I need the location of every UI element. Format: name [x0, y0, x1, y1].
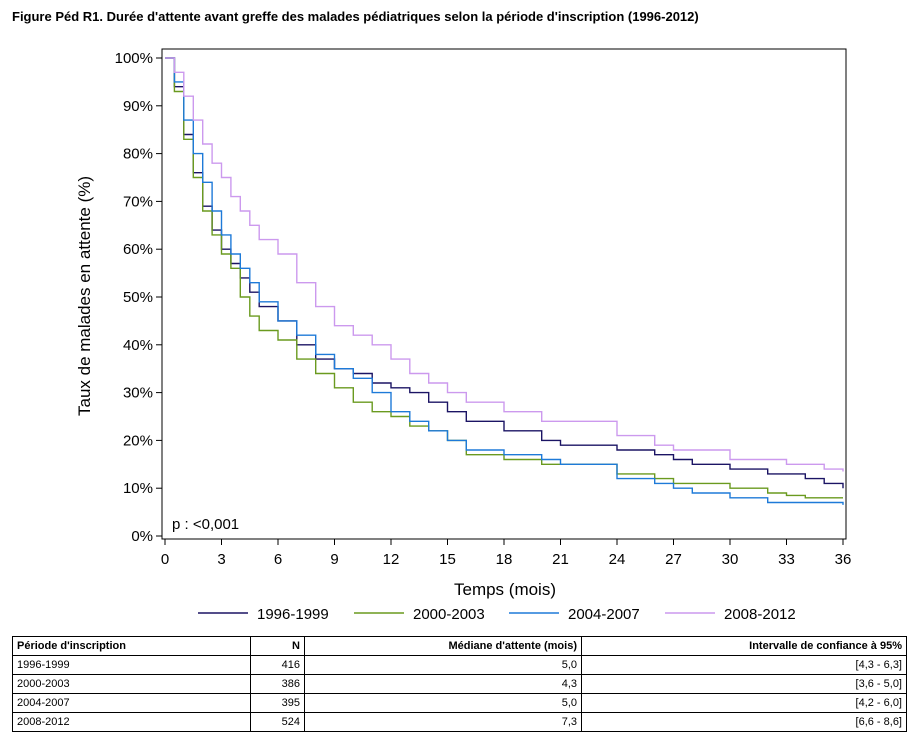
- cell-n: 524: [250, 712, 305, 732]
- x-tick-label: 27: [665, 551, 682, 568]
- header-median: Médiane d'attente (mois): [304, 636, 582, 656]
- y-tick-label: 80%: [123, 146, 153, 163]
- curves: [165, 57, 844, 505]
- cell-median: 7,3: [304, 712, 582, 732]
- y-tick-label: 50%: [123, 289, 153, 306]
- p-value-annotation: p : <0,001: [172, 516, 239, 533]
- series-line-2000-2003: [165, 57, 843, 499]
- x-tick-label: 9: [330, 551, 338, 568]
- table-row: 1996-1999 416 5,0 [4,3 - 6,3]: [12, 655, 907, 675]
- cell-ci: [4,2 - 6,0]: [581, 693, 907, 713]
- cell-n: 416: [250, 655, 305, 675]
- header-period: Période d'inscription: [12, 636, 251, 656]
- cell-ci: [6,6 - 8,6]: [581, 712, 907, 732]
- cell-n: 386: [250, 674, 305, 694]
- y-tick-label: 90%: [123, 98, 153, 115]
- median-wait-table: Période d'inscription N Médiane d'attent…: [12, 636, 907, 732]
- header-ci: Intervalle de confiance à 95%: [581, 636, 907, 656]
- plot-frame: [161, 48, 847, 540]
- x-tick-label: 21: [552, 551, 569, 568]
- cell-median: 5,0: [304, 693, 582, 713]
- legend-label: 2000-2003: [413, 606, 485, 623]
- table-row: 2004-2007 395 5,0 [4,2 - 6,0]: [12, 693, 907, 713]
- cell-period: 2000-2003: [12, 674, 251, 694]
- cell-median: 5,0: [304, 655, 582, 675]
- y-tick-label: 40%: [123, 337, 153, 354]
- survival-chart: 0 3 6 9 12 15 18 21 24 27 30 33 360%10%20%30%40%50%6…: [75, 48, 852, 623]
- legend-label: 2008-2012: [724, 606, 796, 623]
- y-tick-label: 70%: [123, 193, 153, 210]
- cell-period: 1996-1999: [12, 655, 251, 675]
- cell-period: 2008-2012: [12, 712, 251, 732]
- x-axis-title: Temps (mois): [454, 580, 556, 599]
- legend: 1996-1999 2000-2003 2004-2007 2008-2012: [198, 606, 796, 623]
- y-tick-label: 20%: [123, 432, 153, 449]
- axes: 0 3 6 9 12 15 18 21 24 27 30 33 360%10%20%30%40%50%6…: [115, 48, 852, 568]
- legend-label: 2004-2007: [568, 606, 640, 623]
- x-tick-label: 15: [439, 551, 456, 568]
- table-row: 2008-2012 524 7,3 [6,6 - 8,6]: [12, 712, 907, 732]
- cell-ci: [3,6 - 5,0]: [581, 674, 907, 694]
- y-tick-label: 0%: [131, 528, 153, 545]
- y-axis-title: Taux de malades en attente (%): [75, 176, 94, 416]
- x-tick-label: 30: [722, 551, 739, 568]
- cell-ci: [4,3 - 6,3]: [581, 655, 907, 675]
- y-tick-label: 60%: [123, 241, 153, 258]
- series-line-2004-2007: [165, 57, 844, 505]
- x-tick-label: 36: [835, 551, 852, 568]
- series-line-1996-1999: [165, 57, 844, 489]
- y-tick-label: 30%: [123, 385, 153, 402]
- cell-period: 2004-2007: [12, 693, 251, 713]
- x-tick-label: 0: [161, 551, 169, 568]
- y-tick-label: 100%: [115, 50, 153, 67]
- x-tick-label: 3: [217, 551, 225, 568]
- y-tick-label: 10%: [123, 480, 153, 497]
- header-n: N: [250, 636, 305, 656]
- x-tick-label: 24: [609, 551, 626, 568]
- cell-median: 4,3: [304, 674, 582, 694]
- x-tick-label: 12: [383, 551, 400, 568]
- figure-title: Figure Péd R1. Durée d'attente avant gre…: [12, 9, 699, 24]
- x-tick-label: 6: [274, 551, 282, 568]
- x-tick-label: 18: [496, 551, 513, 568]
- x-tick-label: 33: [778, 551, 795, 568]
- legend-label: 1996-1999: [257, 606, 329, 623]
- cell-n: 395: [250, 693, 305, 713]
- table-row: 2000-2003 386 4,3 [3,6 - 5,0]: [12, 674, 907, 694]
- table-header-row: Période d'inscription N Médiane d'attent…: [12, 636, 907, 656]
- series-line-2008-2012: [165, 57, 844, 472]
